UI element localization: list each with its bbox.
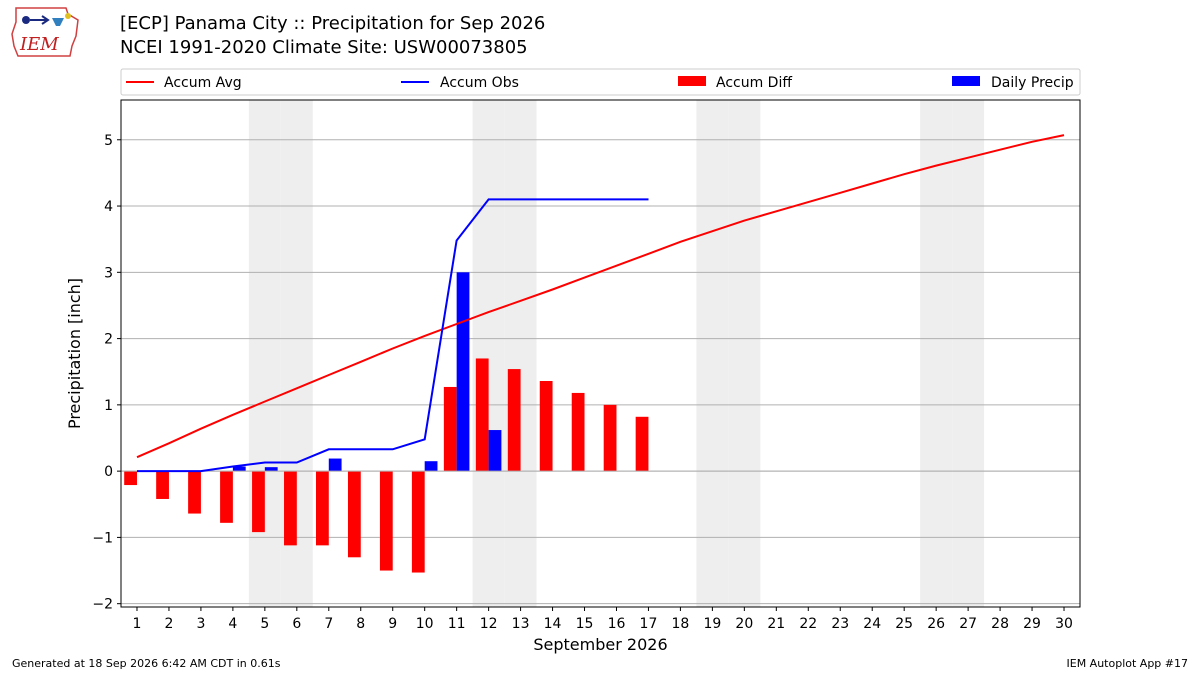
accum-diff-bar <box>539 381 553 472</box>
weekend-band <box>696 100 729 607</box>
x-tick-label: 12 <box>480 616 498 632</box>
accum-diff-bar <box>475 358 489 472</box>
x-tick-label: 3 <box>196 616 205 632</box>
accum-diff-bar <box>315 471 329 546</box>
chart-title: [ECP] Panama City :: Precipitation for S… <box>120 13 546 34</box>
accum-diff-bar <box>252 471 265 533</box>
footer-app-text: IEM Autoplot App #17 <box>1066 657 1189 670</box>
x-tick-label: 28 <box>991 616 1009 632</box>
x-tick-label: 17 <box>640 616 658 632</box>
y-tick-label: −2 <box>92 597 113 613</box>
weekend-band <box>952 100 985 607</box>
accum-diff-bar <box>220 471 233 523</box>
accum-diff-bar <box>571 392 585 472</box>
legend-accum-diff: Accum Diff <box>716 75 792 91</box>
accum-diff-bar <box>188 471 201 514</box>
x-tick-label: 26 <box>927 616 945 632</box>
x-tick-label: 9 <box>388 616 397 632</box>
x-tick-label: 2 <box>164 616 173 632</box>
y-tick-label: 1 <box>104 398 113 414</box>
x-tick-label: 23 <box>831 616 849 632</box>
x-tick-label: 10 <box>416 616 434 632</box>
daily-precip-bar <box>424 461 438 472</box>
x-tick-label: 30 <box>1055 616 1073 632</box>
x-tick-label: 20 <box>735 616 753 632</box>
accum-diff-bar <box>347 471 361 558</box>
legend-box <box>120 68 1081 96</box>
accum-diff-bar <box>284 471 297 546</box>
daily-precip-bar <box>232 466 246 472</box>
x-tick-label: 6 <box>292 616 301 632</box>
x-tick-label: 16 <box>608 616 626 632</box>
daily-precip-bar <box>488 430 502 472</box>
accum-diff-bar <box>635 416 649 472</box>
legend-accum-diff-swatch <box>678 76 706 86</box>
x-tick-label: 11 <box>448 616 466 632</box>
x-tick-label: 5 <box>260 616 269 632</box>
x-tick-label: 25 <box>895 616 913 632</box>
accum-obs-line <box>137 198 649 473</box>
legend-daily-precip-swatch <box>952 76 980 86</box>
y-tick-label: 0 <box>104 464 113 480</box>
accum-avg-line <box>136 134 1065 459</box>
x-tick-label: 4 <box>228 616 237 632</box>
iem-logo-text: IEM <box>19 34 59 55</box>
weekend-band <box>504 100 537 607</box>
accum-diff-bar <box>379 471 393 571</box>
x-tick-label: 29 <box>1023 616 1041 632</box>
x-tick-label: 15 <box>576 616 594 632</box>
x-tick-label: 1 <box>133 616 142 632</box>
x-tick-label: 13 <box>512 616 530 632</box>
y-tick-label: 5 <box>104 133 113 149</box>
y-tick-label: 2 <box>104 332 113 348</box>
iem-logo: IEM <box>11 7 79 57</box>
daily-precip-bar <box>264 467 278 472</box>
y-tick-label: 4 <box>104 199 113 215</box>
x-tick-label: 7 <box>324 616 333 632</box>
plot-frame <box>120 99 1081 608</box>
legend: Accum Avg Accum Obs Accum Diff Daily Pre… <box>120 68 1081 96</box>
y-tick-label: −1 <box>92 530 113 546</box>
legend-daily-precip: Daily Precip <box>991 75 1074 91</box>
x-tick-label: 21 <box>767 616 785 632</box>
accum-diff-bar <box>411 471 425 573</box>
accum-diff-bar <box>443 386 457 472</box>
weekend-band <box>920 100 953 607</box>
accum-diff-bar <box>603 404 617 472</box>
x-tick-label: 18 <box>672 616 690 632</box>
legend-accum-avg: Accum Avg <box>164 75 242 91</box>
accum-diff-bar <box>507 369 521 472</box>
weekend-band <box>728 100 761 607</box>
y-axis-label: Precipitation [inch] <box>65 278 84 429</box>
x-tick-label: 14 <box>544 616 562 632</box>
x-tick-label: 24 <box>863 616 881 632</box>
daily-precip-bar <box>328 458 342 472</box>
x-tick-label: 19 <box>703 616 721 632</box>
accum-diff-bar <box>156 471 169 499</box>
daily-precip-bar <box>456 272 470 472</box>
accum-diff-bar <box>124 471 137 486</box>
y-tick-label: 3 <box>104 265 113 281</box>
legend-accum-obs: Accum Obs <box>440 75 519 91</box>
weekend-band <box>472 100 505 607</box>
x-tick-label: 8 <box>356 616 365 632</box>
x-tick-label: 22 <box>799 616 817 632</box>
x-axis-label: September 2026 <box>533 635 667 654</box>
x-tick-label: 27 <box>959 616 977 632</box>
chart-subtitle: NCEI 1991-2020 Climate Site: USW00073805 <box>120 37 528 58</box>
footer-generated-text: Generated at 18 Sep 2026 6:42 AM CDT in … <box>12 657 281 670</box>
